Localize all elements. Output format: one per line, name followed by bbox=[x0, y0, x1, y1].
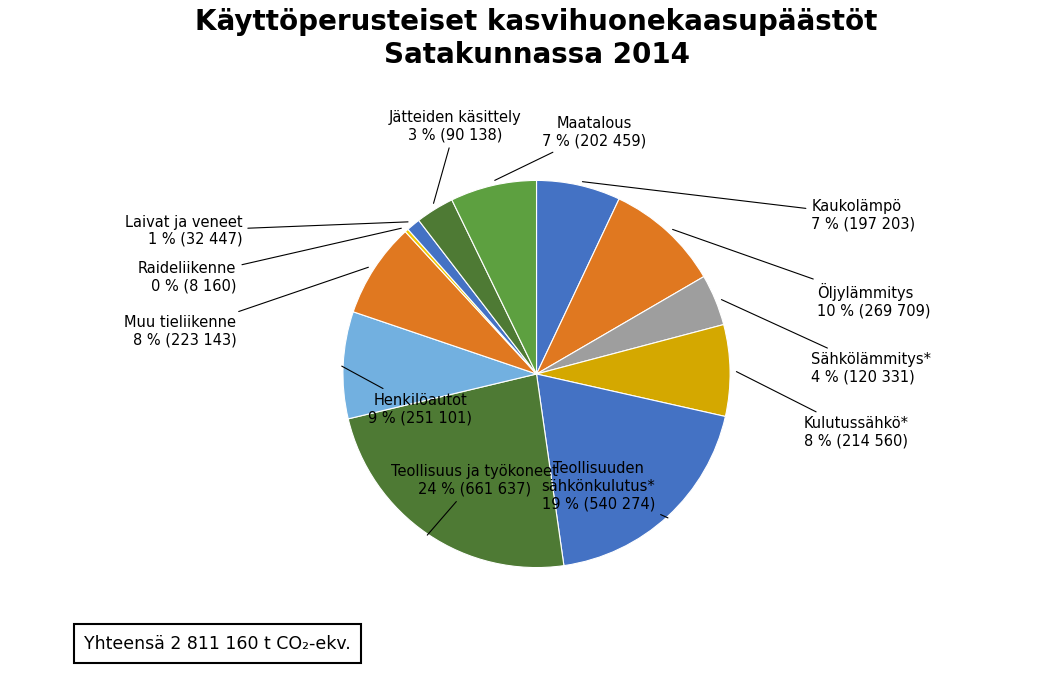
Wedge shape bbox=[353, 232, 537, 374]
Wedge shape bbox=[537, 324, 730, 416]
Text: Teollisuuden
sähkönkulutus*
19 % (540 274): Teollisuuden sähkönkulutus* 19 % (540 27… bbox=[542, 461, 668, 518]
Text: Öljylämmitys
10 % (269 709): Öljylämmitys 10 % (269 709) bbox=[672, 229, 931, 318]
Wedge shape bbox=[452, 180, 537, 374]
Text: Muu tieliikenne
8 % (223 143): Muu tieliikenne 8 % (223 143) bbox=[124, 267, 368, 347]
Wedge shape bbox=[408, 220, 537, 374]
Wedge shape bbox=[537, 199, 704, 374]
Text: Raideliikenne
0 % (8 160): Raideliikenne 0 % (8 160) bbox=[138, 228, 401, 293]
Text: Kaukolämpö
7 % (197 203): Kaukolämpö 7 % (197 203) bbox=[583, 182, 915, 231]
Wedge shape bbox=[405, 229, 537, 374]
Text: Jätteiden käsittely
3 % (90 138): Jätteiden käsittely 3 % (90 138) bbox=[389, 110, 522, 203]
Text: Maatalous
7 % (202 459): Maatalous 7 % (202 459) bbox=[494, 116, 647, 180]
Wedge shape bbox=[343, 311, 537, 419]
Wedge shape bbox=[537, 180, 620, 374]
Text: Laivat ja veneet
1 % (32 447): Laivat ja veneet 1 % (32 447) bbox=[125, 215, 408, 247]
Text: Teollisuus ja työkoneet
24 % (661 637): Teollisuus ja työkoneet 24 % (661 637) bbox=[391, 464, 558, 535]
Text: Kulutussähkö*
8 % (214 560): Kulutussähkö* 8 % (214 560) bbox=[736, 371, 909, 448]
Wedge shape bbox=[348, 374, 564, 568]
Text: Yhteensä 2 811 160 t CO₂-ekv.: Yhteensä 2 811 160 t CO₂-ekv. bbox=[84, 635, 351, 653]
Wedge shape bbox=[537, 277, 724, 374]
Text: Henkilöautot
9 % (251 101): Henkilöautot 9 % (251 101) bbox=[342, 366, 472, 425]
Title: Käyttöperusteiset kasvihuonekaasupäästöt
Satakunnassa 2014: Käyttöperusteiset kasvihuonekaasupäästöt… bbox=[196, 8, 877, 69]
Wedge shape bbox=[537, 374, 726, 566]
Text: Sähkölämmitys*
4 % (120 331): Sähkölämmitys* 4 % (120 331) bbox=[722, 300, 931, 384]
Wedge shape bbox=[419, 200, 537, 374]
